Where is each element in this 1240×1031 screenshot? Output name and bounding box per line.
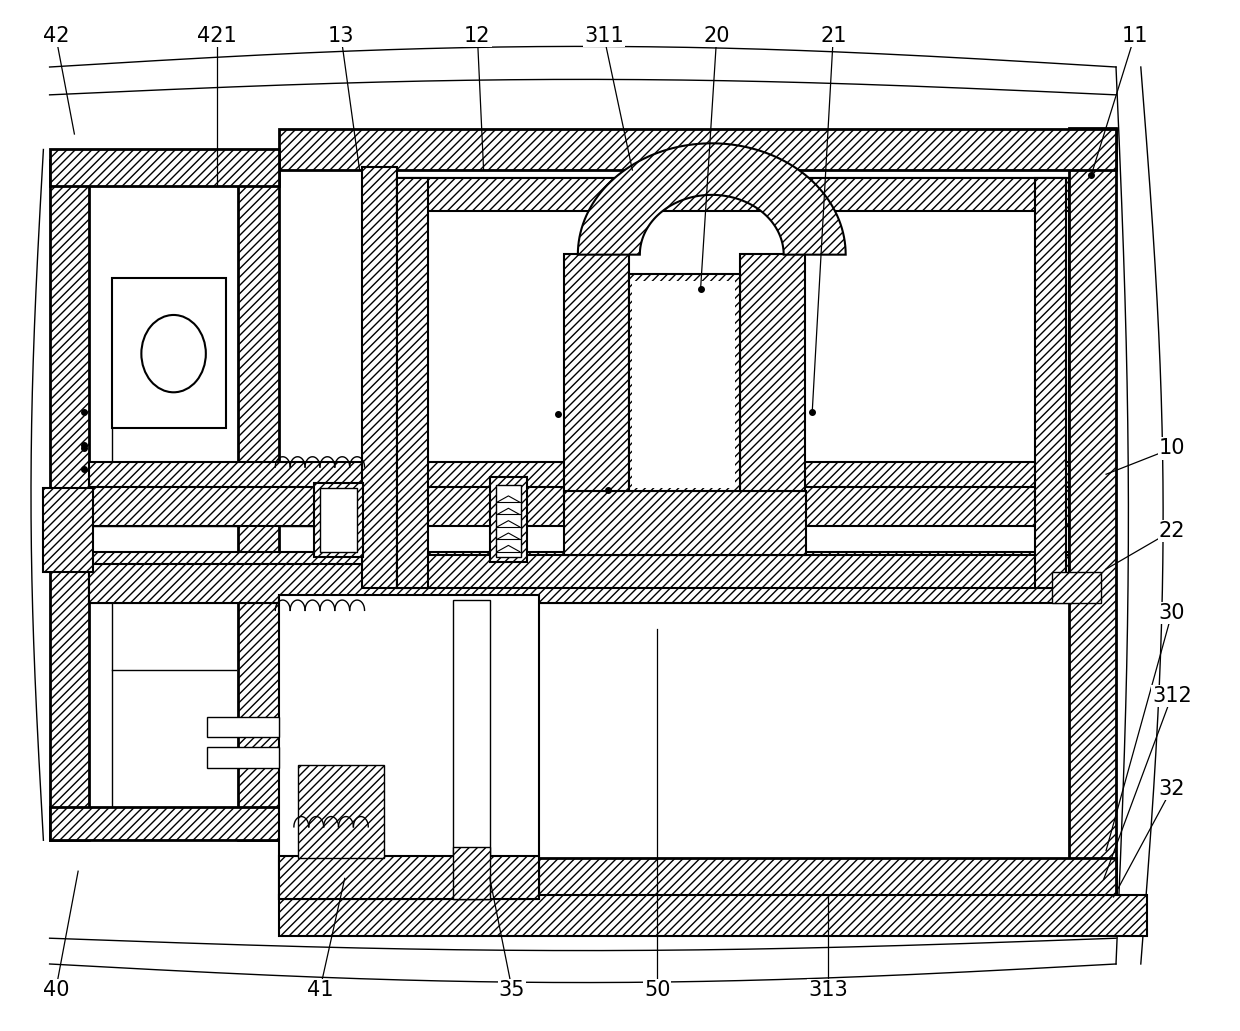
Ellipse shape: [141, 314, 206, 392]
Bar: [564, 254, 629, 491]
Bar: [89, 487, 1069, 526]
Bar: [1069, 128, 1116, 899]
Bar: [320, 488, 357, 552]
Text: 11: 11: [1121, 26, 1148, 46]
Text: 42: 42: [42, 26, 69, 46]
Bar: [279, 895, 1147, 936]
Text: 20: 20: [703, 26, 730, 46]
Bar: [564, 491, 806, 555]
Bar: [89, 564, 1069, 603]
Text: 13: 13: [327, 26, 355, 46]
Bar: [43, 488, 93, 572]
Text: 313: 313: [808, 979, 848, 1000]
Polygon shape: [578, 143, 846, 255]
Bar: [89, 526, 1069, 564]
Bar: [298, 765, 384, 858]
Bar: [1035, 178, 1066, 588]
Text: 30: 30: [1158, 603, 1185, 624]
Bar: [496, 485, 521, 557]
Bar: [112, 278, 226, 428]
Bar: [428, 211, 1035, 555]
Bar: [279, 858, 1116, 897]
Text: 311: 311: [584, 26, 624, 46]
Bar: [89, 186, 238, 807]
Bar: [89, 552, 1069, 603]
Bar: [279, 170, 1069, 858]
Bar: [397, 555, 1069, 588]
Text: 40: 40: [42, 979, 69, 1000]
Text: 35: 35: [498, 979, 526, 1000]
Bar: [453, 600, 490, 899]
Bar: [238, 160, 279, 840]
Text: 50: 50: [644, 979, 671, 1000]
Bar: [1052, 572, 1101, 603]
Text: 421: 421: [197, 26, 237, 46]
Bar: [279, 129, 1116, 170]
Bar: [50, 149, 279, 186]
Bar: [207, 717, 279, 737]
Bar: [453, 847, 490, 899]
Text: 32: 32: [1158, 778, 1185, 799]
Bar: [279, 595, 539, 899]
Bar: [50, 807, 279, 840]
Text: 22: 22: [1158, 521, 1185, 541]
Text: 41: 41: [306, 979, 334, 1000]
Bar: [314, 483, 363, 557]
Bar: [89, 513, 1069, 562]
Bar: [397, 178, 1069, 211]
Bar: [50, 160, 89, 840]
Text: 10: 10: [1158, 438, 1185, 459]
Bar: [397, 178, 428, 588]
Bar: [632, 281, 735, 488]
Bar: [490, 477, 527, 562]
Bar: [629, 274, 740, 491]
Bar: [89, 462, 1069, 513]
Bar: [740, 254, 805, 491]
Text: 312: 312: [1152, 686, 1192, 706]
Text: 12: 12: [464, 26, 491, 46]
Bar: [362, 167, 397, 588]
Text: 21: 21: [820, 26, 847, 46]
Bar: [279, 856, 539, 899]
Bar: [207, 747, 279, 768]
